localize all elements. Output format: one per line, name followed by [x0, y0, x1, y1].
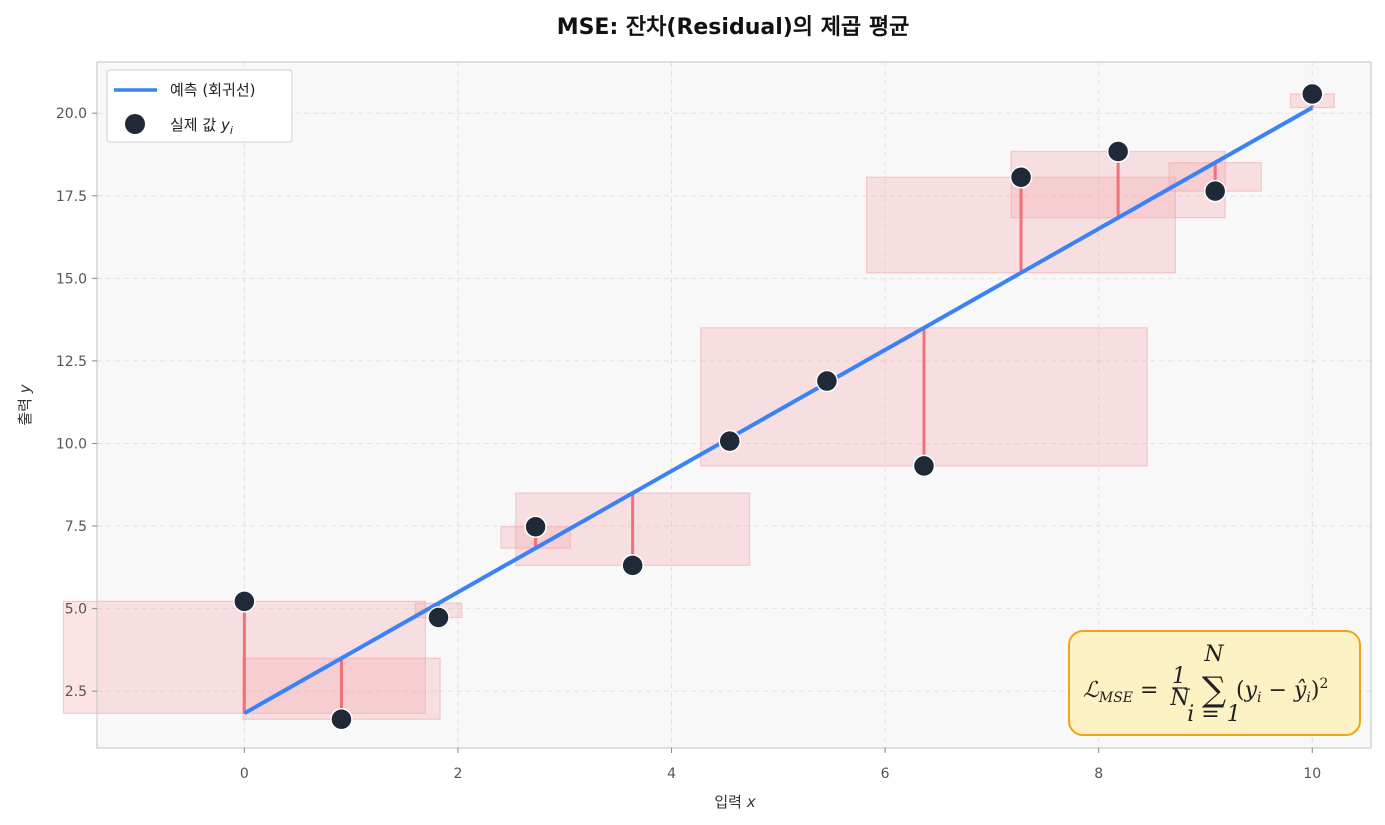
x-axis-label: 입력 x	[714, 793, 755, 811]
formula-sum-sign: ∑	[1202, 670, 1226, 710]
y-tick-label: 17.5	[56, 189, 87, 205]
formula-term: (yi − ŷi)2	[1236, 676, 1328, 706]
legend-label-prediction: 예측 (회귀선)	[170, 81, 255, 99]
actual-point	[621, 554, 644, 577]
legend-label-actual: 실제 값 yi	[170, 116, 233, 137]
x-tick-label: 6	[881, 766, 890, 782]
legend-box	[106, 69, 293, 143]
formula-sum-top: N	[1203, 642, 1224, 667]
actual-points	[233, 82, 1324, 731]
actual-point	[1301, 82, 1324, 106]
actual-point	[718, 429, 741, 453]
residual-lines	[242, 94, 1314, 720]
x-tick-label: 8	[1094, 766, 1103, 782]
actual-point	[427, 606, 450, 629]
formula-box: ℒMSE = 1 N N ∑ i = 1 (yi − ŷi)2	[1068, 630, 1361, 736]
actual-point	[815, 369, 839, 393]
regression-line	[243, 105, 1314, 716]
x-tick-label: 0	[240, 766, 249, 782]
x-ticks: 0 2 4 6 8 10	[240, 748, 1321, 782]
x-tick-label: 10	[1303, 766, 1321, 782]
y-axis-label: 출력 y	[16, 383, 34, 425]
formula-background	[1068, 630, 1361, 736]
y-tick-label: 2.5	[65, 684, 87, 700]
plot-frame	[96, 61, 1372, 749]
y-ticks: 2.5 5.0 7.5 10.0 12.5 15.0 17.5 20.0	[56, 106, 97, 700]
actual-point	[1009, 166, 1033, 189]
y-tick-label: 5.0	[65, 602, 87, 618]
formula-fraction-den: N	[1169, 686, 1190, 711]
y-tick-label: 10.0	[56, 436, 87, 452]
y-tick-label: 12.5	[56, 354, 87, 370]
y-tick-label: 20.0	[56, 106, 87, 122]
y-tick-label: 7.5	[65, 519, 87, 535]
actual-point	[330, 708, 353, 731]
y-tick-label: 15.0	[56, 271, 87, 287]
actual-point	[912, 454, 936, 478]
chart-title: MSE: 잔차(Residual)의 제곱 평균	[557, 15, 910, 40]
actual-point	[1203, 179, 1227, 203]
x-tick-label: 2	[453, 766, 462, 782]
legend-point-swatch	[125, 114, 145, 134]
formula-sum-bottom: i = 1	[1187, 702, 1240, 727]
actual-point	[1106, 140, 1130, 163]
x-tick-label: 4	[667, 766, 676, 782]
legend: 예측 (회귀선) 실제 값 yi	[106, 69, 293, 143]
actual-point	[524, 515, 547, 538]
formula-fraction-num: 1	[1172, 664, 1186, 689]
actual-point	[233, 590, 256, 613]
formula-text: ℒMSE =	[1083, 678, 1158, 706]
